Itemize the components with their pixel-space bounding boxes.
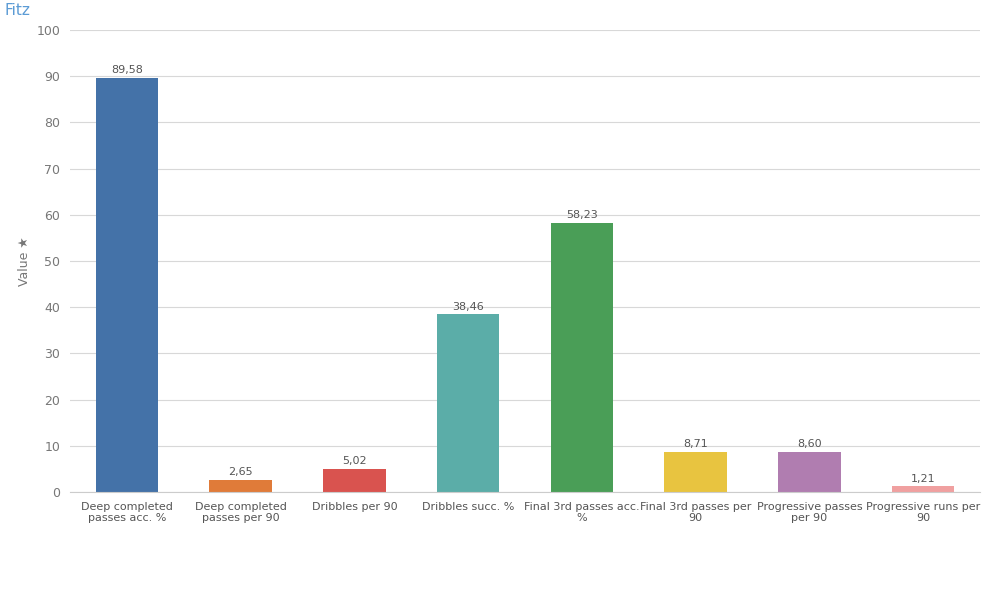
Text: 1,21: 1,21 [911,473,935,484]
Text: 58,23: 58,23 [566,210,598,220]
Text: 2,65: 2,65 [228,467,253,477]
Text: 5,02: 5,02 [342,456,367,466]
Bar [437,314,499,492]
Bar [892,487,954,492]
Text: 38,46: 38,46 [452,302,484,311]
Bar [323,469,386,492]
Bar [96,78,158,492]
Text: 8,71: 8,71 [683,439,708,449]
Text: 8,60: 8,60 [797,439,822,449]
Bar [209,480,272,492]
Text: 89,58: 89,58 [111,65,143,76]
Y-axis label: Value ★: Value ★ [18,236,31,286]
Bar [551,223,613,492]
Bar [778,452,841,492]
Text: Fitz: Fitz [5,3,31,18]
Bar [664,452,727,492]
